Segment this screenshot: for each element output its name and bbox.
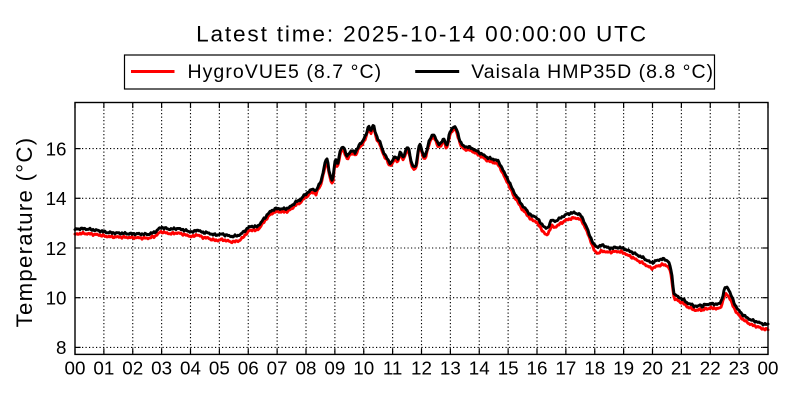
- svg-text:12: 12: [411, 358, 432, 379]
- svg-text:21: 21: [671, 358, 692, 379]
- svg-text:00: 00: [758, 358, 779, 379]
- svg-text:11: 11: [383, 358, 403, 379]
- svg-text:03: 03: [151, 358, 172, 379]
- svg-text:07: 07: [267, 358, 288, 379]
- svg-text:10: 10: [46, 288, 67, 309]
- svg-text:8: 8: [56, 337, 66, 358]
- svg-text:10: 10: [353, 358, 374, 379]
- svg-text:20: 20: [642, 358, 663, 379]
- svg-text:22: 22: [700, 358, 721, 379]
- svg-text:18: 18: [584, 358, 605, 379]
- svg-text:09: 09: [324, 358, 345, 379]
- svg-text:16: 16: [527, 358, 548, 379]
- svg-text:HygroVUE5 (8.7 °C): HygroVUE5 (8.7 °C): [188, 61, 383, 83]
- svg-text:Latest time: 2025-10-14 00:00:: Latest time: 2025-10-14 00:00:00 UTC: [196, 21, 648, 46]
- svg-text:16: 16: [46, 138, 67, 159]
- svg-text:06: 06: [238, 358, 259, 379]
- svg-text:01: 01: [93, 358, 114, 379]
- svg-text:13: 13: [440, 358, 461, 379]
- svg-text:04: 04: [180, 358, 201, 379]
- svg-text:12: 12: [46, 238, 67, 259]
- svg-text:15: 15: [498, 358, 519, 379]
- svg-text:05: 05: [209, 358, 230, 379]
- svg-text:Vaisala HMP35D (8.8 °C): Vaisala HMP35D (8.8 °C): [471, 61, 714, 83]
- svg-text:Temperature (°C): Temperature (°C): [12, 137, 37, 328]
- svg-text:14: 14: [46, 188, 67, 209]
- svg-text:19: 19: [613, 358, 634, 379]
- svg-text:02: 02: [122, 358, 143, 379]
- svg-text:00: 00: [65, 358, 86, 379]
- svg-text:17: 17: [555, 358, 576, 379]
- svg-text:14: 14: [469, 358, 490, 379]
- svg-text:23: 23: [729, 358, 750, 379]
- svg-text:08: 08: [296, 358, 317, 379]
